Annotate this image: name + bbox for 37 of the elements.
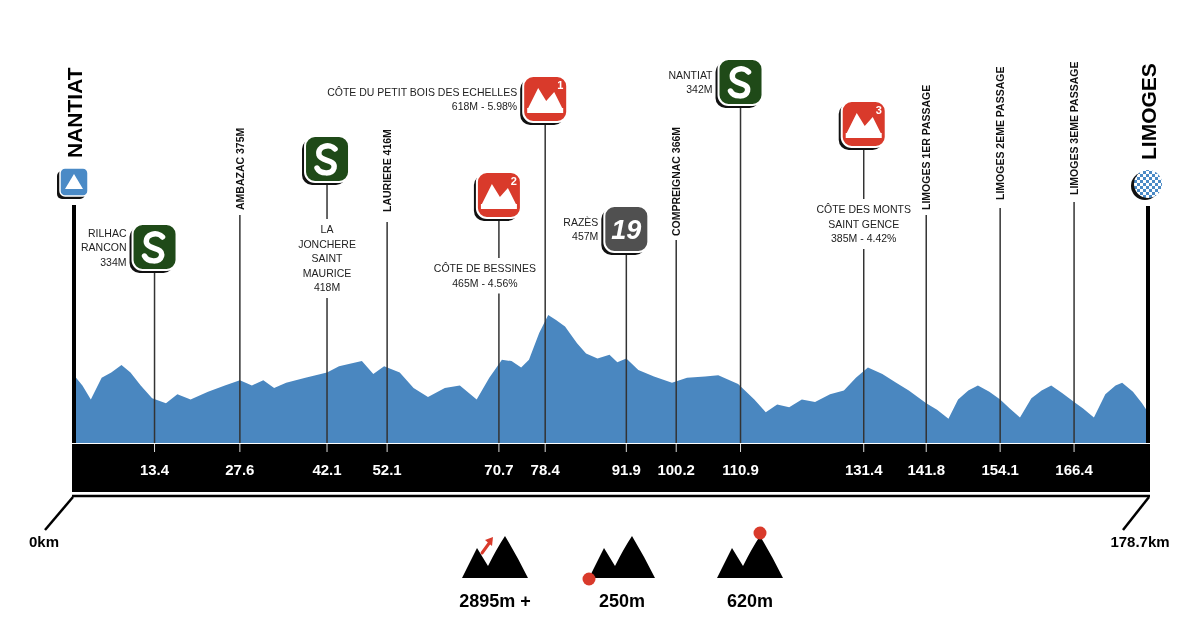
text: 2 (510, 175, 517, 187)
ref-line-label: LIMOGES 1ER PASSAGE (920, 84, 933, 210)
ref-line-label: RAZÈS 457M (563, 215, 599, 243)
x-tick-label: 13.4 (139, 461, 170, 478)
ref-line-label: RILHAC RANCON 334M (81, 226, 127, 268)
ref-line-label: CÔTE DE BESSINES 465M - 4.56% (433, 262, 536, 289)
ref-line-label: LAURIERE 416M (380, 128, 393, 212)
text: 250m (598, 591, 646, 611)
x-tick-label: 131.4 (844, 461, 884, 478)
x-tick-label: 100.2 (657, 461, 695, 478)
text: 620m (726, 591, 774, 611)
x-tick-label: 166.4 (1055, 461, 1094, 478)
text: 0km (28, 533, 60, 550)
ref-line-label: LIMOGES 2EME PASSAGE (993, 66, 1006, 200)
text: 178.7km (1110, 533, 1170, 550)
x-tick-label: 154.1 (981, 461, 1019, 478)
x-tick-label: 27.6 (225, 461, 255, 478)
x-tick-label: 42.1 (312, 461, 342, 478)
x-tick-label: 78.4 (530, 461, 561, 478)
ref-line-label: LIMOGES 3EME PASSAGE (1067, 61, 1080, 195)
ref-line-label: COMPREIGNAC 366M (669, 126, 682, 236)
ref-line-label: LIMOGES (1136, 63, 1160, 160)
ref-line-label: NANTIAT (62, 67, 86, 158)
ref-line-label: LA JONCHERE SAINT MAURICE 418M (298, 223, 356, 293)
text: 19 (611, 215, 642, 245)
ref-line-label: NANTIAT 342M (668, 68, 714, 96)
ref-line-label: CÔTE DU PETIT BOIS DES ECHELLES 618M - 5.98% (327, 85, 518, 113)
x-tick-label: 91.9 (611, 461, 641, 478)
ref-line-label: CÔTE DES MONTS SAINT GENCE 385M - 4.42% (816, 203, 911, 244)
text: 3 (875, 104, 882, 116)
x-tick-label: 141.8 (907, 461, 945, 478)
x-tick-label: 70.7 (484, 461, 514, 478)
text: 1 (557, 79, 564, 91)
text: 2895m + (459, 591, 531, 611)
ref-line-label: AMBAZAC 375M (233, 127, 246, 210)
x-tick-label: 110.9 (722, 461, 759, 478)
x-tick-label: 52.1 (372, 461, 402, 478)
